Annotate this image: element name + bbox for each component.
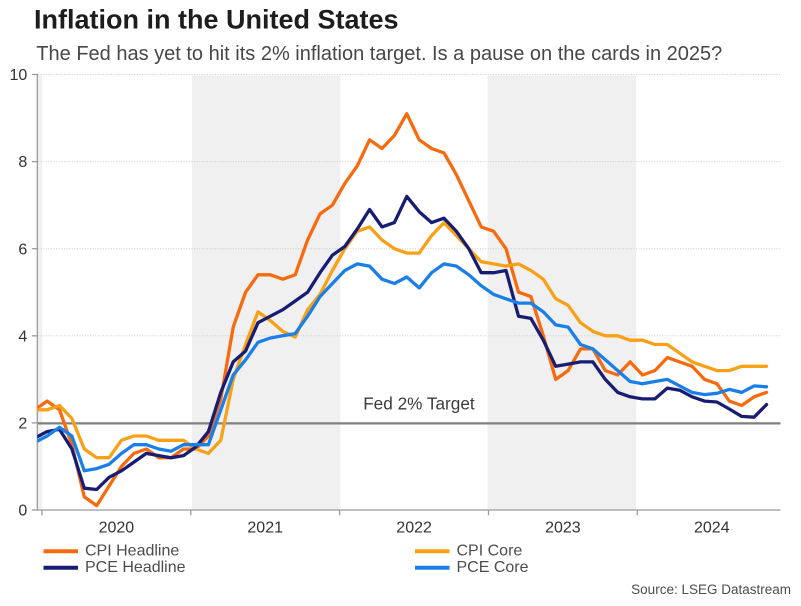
svg-text:8: 8	[18, 154, 27, 171]
svg-text:Fed 2% Target: Fed 2% Target	[363, 394, 475, 414]
svg-text:10: 10	[10, 67, 28, 84]
svg-text:Inflation in the United States: Inflation in the United States	[34, 5, 399, 35]
svg-text:0: 0	[18, 503, 27, 520]
svg-text:2020: 2020	[99, 519, 135, 536]
svg-text:2023: 2023	[545, 519, 581, 536]
svg-text:PCE Headline: PCE Headline	[85, 559, 186, 576]
svg-text:PCE Core: PCE Core	[457, 559, 529, 576]
svg-text:CPI Core: CPI Core	[457, 543, 523, 560]
svg-text:2024: 2024	[694, 519, 730, 536]
svg-text:6: 6	[18, 241, 27, 258]
svg-text:CPI Headline: CPI Headline	[85, 543, 179, 560]
svg-text:The Fed has yet to hit its 2%: The Fed has yet to hit its 2% inflation …	[36, 43, 722, 65]
svg-text:2022: 2022	[396, 519, 432, 536]
svg-text:2: 2	[18, 416, 27, 433]
svg-text:2021: 2021	[247, 519, 283, 536]
svg-text:Source: LSEG Datastream: Source: LSEG Datastream	[631, 582, 791, 597]
svg-text:4: 4	[18, 328, 27, 345]
